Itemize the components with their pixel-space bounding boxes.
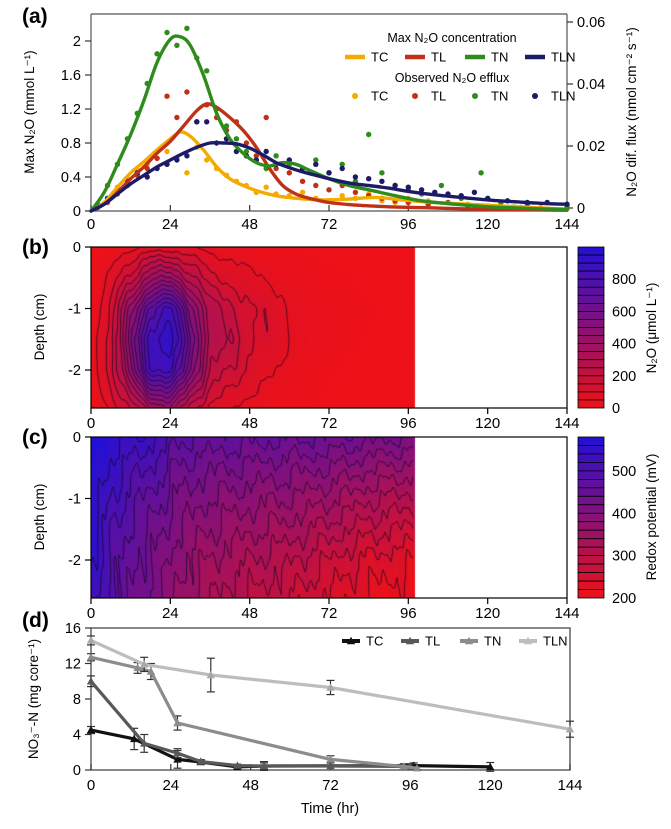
svg-text:144: 144 [554, 415, 579, 432]
panel-a-label: (a) [22, 5, 48, 28]
panel-c-label: (c) [22, 426, 48, 449]
svg-text:300: 300 [612, 549, 636, 565]
svg-text:0.06: 0.06 [577, 15, 605, 31]
svg-text:24: 24 [162, 216, 179, 233]
panel-a-right-axis-title: N₂O dif. flux (nmol cm⁻² s⁻¹) [624, 27, 639, 197]
svg-text:48: 48 [241, 216, 258, 233]
svg-text:1.6: 1.6 [61, 68, 81, 84]
svg-text:0: 0 [73, 430, 81, 446]
svg-text:0: 0 [87, 415, 95, 432]
svg-text:4: 4 [73, 728, 81, 744]
svg-text:96: 96 [402, 777, 419, 794]
svg-text:16: 16 [65, 621, 81, 637]
svg-text:2: 2 [73, 34, 81, 50]
svg-text:0.4: 0.4 [61, 170, 81, 186]
svg-text:24: 24 [162, 777, 179, 794]
svg-text:Max N₂O concentration: Max N₂O concentration [387, 31, 516, 45]
svg-text:0: 0 [73, 763, 81, 779]
svg-text:0.8: 0.8 [61, 136, 81, 152]
panel-d-y-axis-title: NO₃⁻-N (mg core⁻¹) [26, 638, 41, 760]
svg-text:0: 0 [87, 605, 95, 622]
svg-text:48: 48 [242, 777, 259, 794]
svg-text:120: 120 [475, 605, 500, 622]
svg-text:120: 120 [478, 777, 503, 794]
svg-text:-2: -2 [68, 363, 81, 379]
svg-text:0: 0 [87, 777, 95, 794]
svg-text:400: 400 [612, 337, 636, 353]
svg-text:500: 500 [612, 464, 636, 480]
svg-text:0.02: 0.02 [577, 139, 605, 155]
svg-text:0: 0 [73, 240, 81, 256]
panel-d-label: (d) [22, 609, 49, 632]
svg-text:72: 72 [321, 415, 338, 432]
panel-b-colorbar-title: N₂O (μmol L⁻¹) [644, 282, 659, 374]
svg-text:96: 96 [400, 605, 417, 622]
svg-text:TL: TL [431, 89, 446, 104]
svg-text:96: 96 [400, 216, 417, 233]
svg-text:TN: TN [491, 50, 508, 65]
svg-text:120: 120 [475, 415, 500, 432]
svg-text:Observed N₂O efflux: Observed N₂O efflux [395, 71, 510, 85]
svg-text:-2: -2 [68, 553, 81, 569]
svg-text:0: 0 [73, 204, 81, 220]
svg-text:24: 24 [162, 605, 179, 622]
panel-c-contour-field [91, 437, 567, 598]
svg-text:0.04: 0.04 [577, 77, 605, 93]
svg-text:800: 800 [612, 272, 636, 288]
svg-text:1.2: 1.2 [61, 102, 81, 118]
svg-text:72: 72 [321, 216, 338, 233]
panel-c-depth-axis-title: Depth (cm) [32, 483, 47, 551]
svg-text:TC: TC [371, 89, 388, 104]
svg-text:8: 8 [73, 692, 81, 708]
svg-text:72: 72 [322, 777, 339, 794]
svg-text:12: 12 [65, 657, 81, 673]
panel-c-colorbar-title: Redox potential (mV) [644, 453, 659, 581]
panel-d-x-axis-title: Time (hr) [300, 801, 360, 817]
svg-text:TC: TC [366, 634, 383, 649]
svg-text:400: 400 [612, 506, 636, 522]
svg-text:0: 0 [87, 216, 95, 233]
svg-text:600: 600 [612, 304, 636, 320]
svg-text:TLN: TLN [551, 89, 576, 104]
svg-text:-1: -1 [68, 492, 81, 508]
svg-text:144: 144 [554, 216, 579, 233]
svg-text:200: 200 [612, 369, 636, 385]
svg-text:48: 48 [241, 415, 258, 432]
svg-text:24: 24 [162, 415, 179, 432]
svg-text:TN: TN [484, 634, 501, 649]
panel-b-contour-field [91, 247, 567, 408]
svg-text:72: 72 [321, 605, 338, 622]
svg-text:200: 200 [612, 591, 636, 607]
panel-a-left-axis-title: Max N₂O (mmol L⁻¹) [22, 50, 37, 174]
svg-text:144: 144 [557, 777, 582, 794]
svg-text:TLN: TLN [543, 634, 568, 649]
svg-text:0: 0 [577, 201, 585, 217]
svg-text:-1: -1 [68, 302, 81, 318]
svg-text:96: 96 [400, 415, 417, 432]
svg-text:0: 0 [612, 401, 620, 417]
svg-text:48: 48 [241, 605, 258, 622]
svg-text:TL: TL [431, 50, 446, 65]
svg-text:TL: TL [425, 634, 440, 649]
svg-text:144: 144 [554, 605, 579, 622]
svg-text:120: 120 [475, 216, 500, 233]
svg-text:TN: TN [491, 89, 508, 104]
panel-b-depth-axis-title: Depth (cm) [32, 293, 47, 361]
svg-text:TLN: TLN [551, 50, 576, 65]
svg-text:TC: TC [371, 50, 388, 65]
panel-b-label: (b) [22, 236, 49, 259]
